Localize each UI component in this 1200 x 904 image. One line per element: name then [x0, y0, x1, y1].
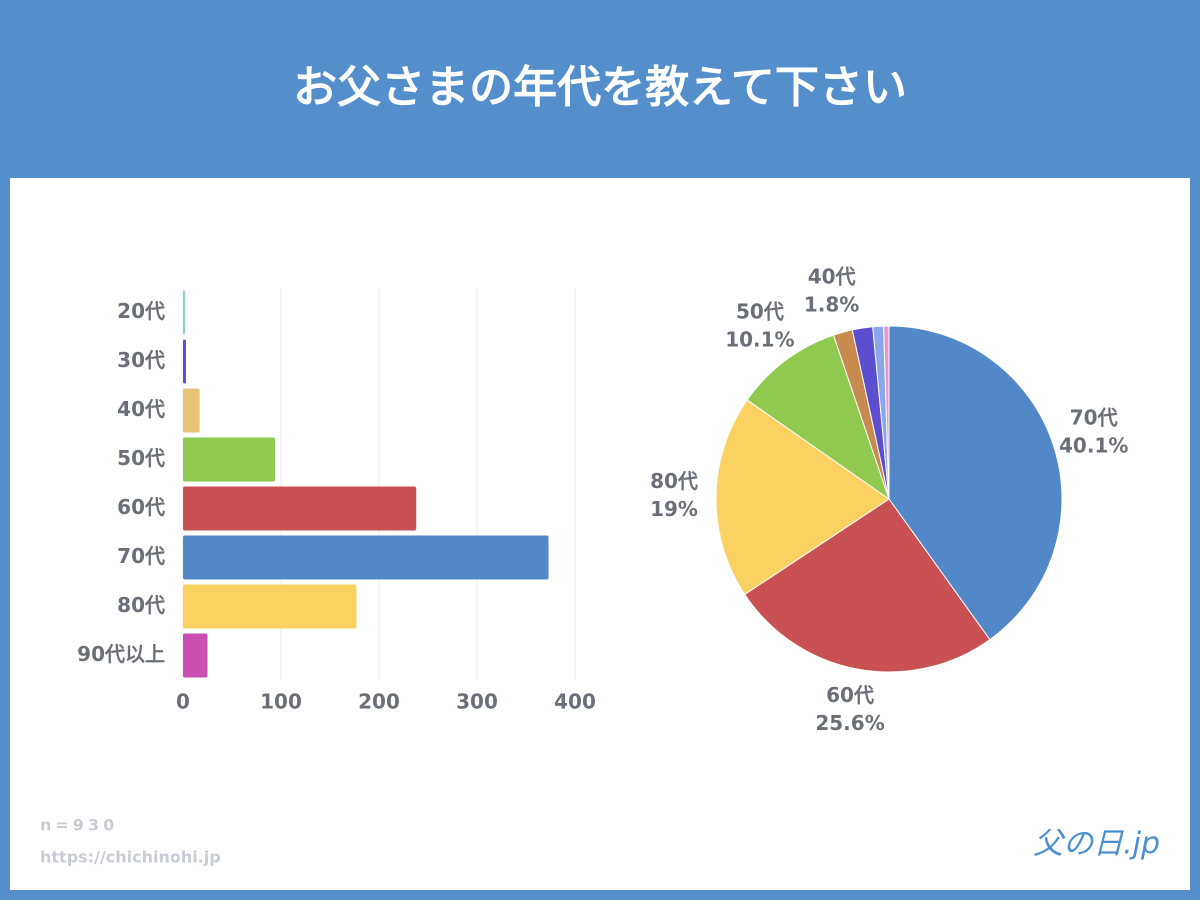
x-tick-label: 400 — [554, 690, 596, 714]
y-tick-label: 30代 — [117, 348, 165, 372]
x-tick-label: 200 — [358, 690, 400, 714]
pie-value-label: 1.8% — [804, 292, 859, 316]
x-tick-label: 0 — [176, 690, 190, 714]
pie-slice — [883, 325, 890, 500]
bar — [183, 535, 549, 580]
pie-value-label: 10.1% — [725, 328, 794, 352]
bar — [183, 339, 186, 384]
bar — [183, 486, 417, 531]
bar — [183, 633, 208, 678]
bar — [183, 437, 276, 482]
sample-size: n=930 — [40, 816, 118, 835]
url: https://chichinohi.jp — [40, 848, 221, 867]
y-tick-label: 80代 — [117, 593, 165, 617]
y-tick-label: 20代 — [117, 299, 165, 323]
pie-label: 40代 — [808, 264, 856, 288]
y-tick-label: 90代以上 — [77, 642, 165, 666]
pie-slice — [744, 498, 991, 673]
pie-value-label: 40.1% — [1059, 434, 1128, 458]
pie-label: 60代 — [826, 683, 874, 707]
pie-label: 80代 — [650, 469, 698, 493]
title: お父さまの年代を教えて下さい — [293, 62, 907, 113]
bar — [183, 290, 185, 335]
pie-value-label: 19% — [650, 497, 698, 521]
y-tick-label: 60代 — [117, 495, 165, 519]
pie-slice — [888, 325, 1063, 641]
y-tick-label: 50代 — [117, 446, 165, 470]
pie-value-label: 25.6% — [815, 711, 884, 735]
pie-slice — [715, 399, 890, 596]
pie-label: 70代 — [1070, 406, 1118, 430]
x-tick-label: 300 — [456, 690, 498, 714]
y-tick-label: 40代 — [117, 397, 165, 421]
x-tick-label: 100 — [260, 690, 302, 714]
logo: 父の日.jp — [1033, 827, 1160, 862]
bar — [183, 388, 200, 433]
bar — [183, 584, 357, 629]
pie-slice — [746, 334, 890, 501]
pie-label: 50代 — [736, 300, 784, 324]
y-tick-label: 70代 — [117, 544, 165, 568]
